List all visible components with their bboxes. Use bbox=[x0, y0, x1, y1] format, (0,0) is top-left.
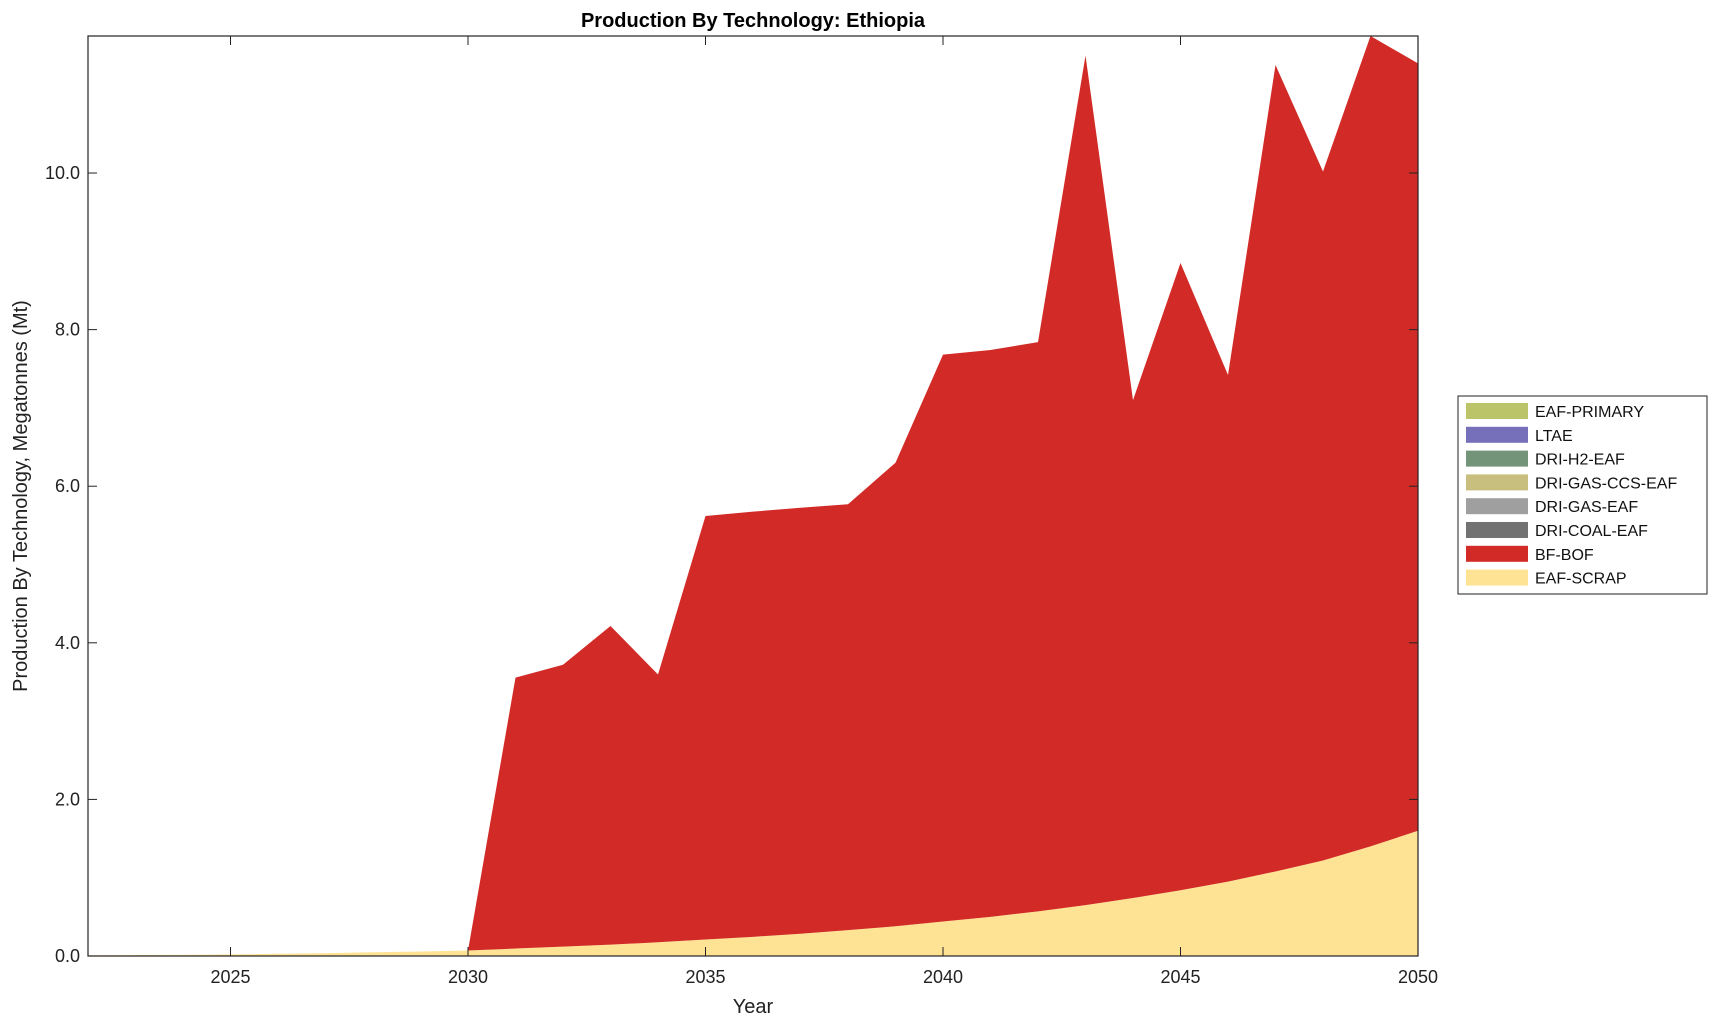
legend-label: BF-BOF bbox=[1535, 547, 1594, 564]
legend-label: DRI-GAS-EAF bbox=[1535, 499, 1638, 516]
legend-swatch-eaf-scrap bbox=[1466, 569, 1528, 586]
x-tick-label: 2035 bbox=[685, 967, 725, 987]
legend-swatch-eaf-primary bbox=[1466, 403, 1528, 419]
area-eaf-scrap bbox=[88, 830, 1418, 956]
x-axis-ticks: 2025 2030 2035 2040 2045 2050 bbox=[210, 36, 1438, 987]
x-tick-label: 2025 bbox=[210, 967, 250, 987]
legend-swatch-dri-gas-eaf bbox=[1466, 498, 1528, 515]
legend-swatch-dri-gas-ccs-eaf bbox=[1466, 474, 1528, 491]
legend: EAF-PRIMARY LTAE DRI-H2-EAF DRI-GAS-CCS-EAF… bbox=[1457, 395, 1708, 595]
legend-swatch-ltae bbox=[1466, 426, 1528, 443]
legend-label: EAF-PRIMARY bbox=[1535, 404, 1644, 421]
legend-box bbox=[1457, 395, 1708, 595]
y-tick-label: 0.0 bbox=[55, 946, 80, 966]
legend-swatch-dri-coal-eaf bbox=[1466, 522, 1528, 538]
legend-label: DRI-COAL-EAF bbox=[1535, 523, 1648, 540]
stacked-areas bbox=[88, 36, 1418, 956]
legend-swatch-bf-bof bbox=[1466, 545, 1528, 562]
legend-label: EAF-SCRAP bbox=[1535, 571, 1627, 588]
y-tick-label: 10.0 bbox=[45, 163, 80, 183]
legend-swatch-dri-h2-eaf bbox=[1466, 450, 1528, 467]
y-axis-ticks: 0.0 2.0 4.0 6.0 8.0 10.0 bbox=[45, 163, 1418, 966]
x-tick-label: 2040 bbox=[923, 967, 963, 987]
y-tick-label: 4.0 bbox=[55, 633, 80, 653]
y-tick-label: 6.0 bbox=[55, 476, 80, 496]
y-tick-label: 2.0 bbox=[55, 789, 80, 809]
area-bf-bof bbox=[88, 36, 1418, 956]
legend-label: DRI-GAS-CCS-EAF bbox=[1535, 475, 1677, 492]
x-tick-label: 2045 bbox=[1160, 967, 1200, 987]
legend-label: DRI-H2-EAF bbox=[1535, 452, 1625, 469]
legend-label: LTAE bbox=[1535, 428, 1573, 445]
y-tick-label: 8.0 bbox=[55, 320, 80, 340]
x-axis-label: Year bbox=[733, 996, 774, 1018]
axes-box bbox=[87, 35, 1419, 957]
x-tick-label: 2030 bbox=[448, 967, 488, 987]
x-tick-label: 2050 bbox=[1398, 967, 1438, 987]
chart-title: Production By Technology: Ethiopia bbox=[581, 10, 926, 32]
y-axis-label: Production By Technology, Megatonnes (Mt… bbox=[10, 300, 32, 692]
